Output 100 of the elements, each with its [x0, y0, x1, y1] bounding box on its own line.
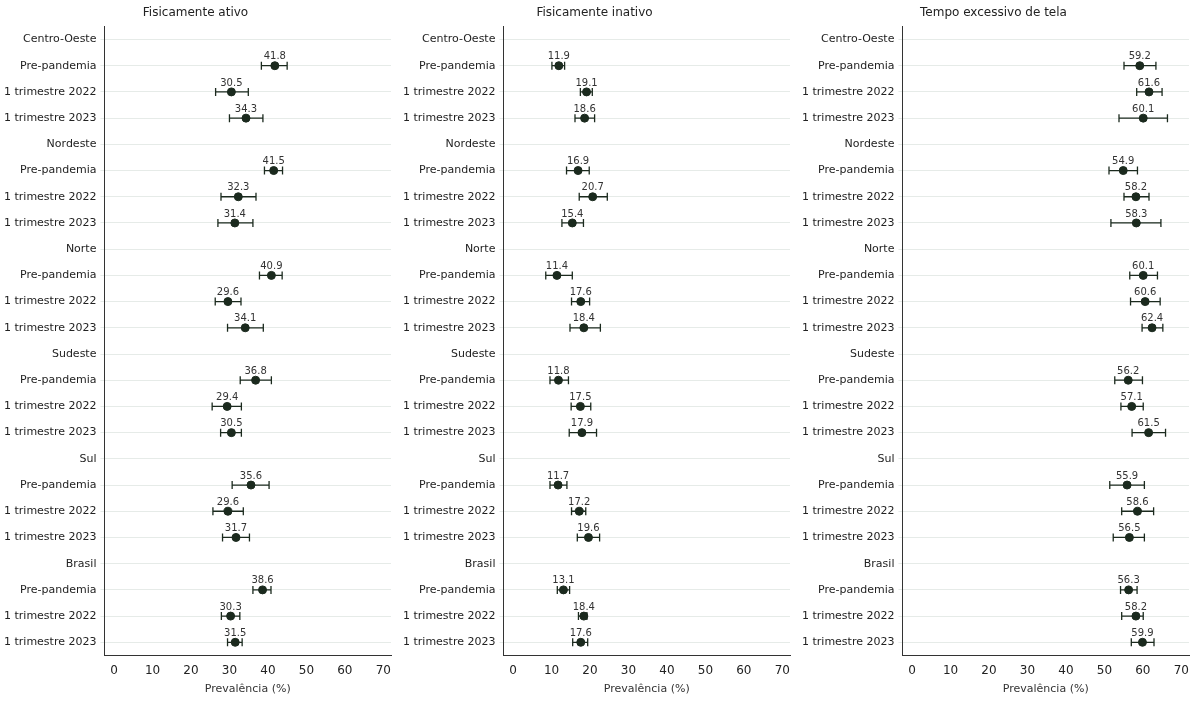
- point: [1131, 192, 1141, 202]
- y-tick-label: Centro-Oeste: [22, 32, 97, 46]
- point: [1135, 61, 1145, 71]
- data-label: 55.9: [1115, 469, 1139, 481]
- point: [1132, 506, 1142, 516]
- data-label: 56.3: [1117, 574, 1140, 586]
- data-label: 57.1: [1120, 391, 1143, 403]
- data-label: 29.6: [216, 286, 240, 298]
- y-tick-label: 1 trimestre 2022: [403, 608, 496, 622]
- data-label: 56.5: [1118, 522, 1141, 534]
- point: [575, 401, 585, 411]
- y-tick-label: Pre-pandemia: [818, 163, 895, 177]
- y-tick-label: 1 trimestre 2023: [802, 320, 895, 334]
- data-label: 41.5: [262, 155, 285, 167]
- x-axis-title: Prevalência (%): [603, 682, 690, 696]
- point: [1118, 166, 1128, 176]
- data-label: 61.6: [1137, 76, 1161, 88]
- y-tick-label: Pre-pandemia: [419, 582, 496, 596]
- x-tick-label: 70: [774, 662, 790, 677]
- chart-title: Fisicamente ativo: [142, 5, 249, 20]
- y-tick-label: Sudeste: [849, 346, 895, 360]
- x-tick-label: 30: [1019, 662, 1036, 677]
- data-label: 17.6: [569, 286, 592, 298]
- data-label: 13.1: [552, 574, 575, 586]
- chart-title: Tempo excessivo de tela: [919, 5, 1067, 20]
- y-tick-label: 1 trimestre 2023: [802, 215, 895, 229]
- y-tick-label: 1 trimestre 2023: [4, 215, 97, 229]
- y-tick-label: 1 trimestre 2023: [802, 110, 895, 124]
- y-tick-label: 1 trimestre 2023: [403, 110, 496, 124]
- data-label: 18.4: [572, 312, 595, 324]
- data-label: 62.4: [1140, 312, 1164, 324]
- point: [574, 506, 584, 516]
- y-tick-label: 1 trimestre 2022: [802, 294, 895, 308]
- y-tick-label: Pre-pandemia: [818, 58, 895, 72]
- data-label: 30.5: [220, 417, 243, 429]
- y-tick-label: 1 trimestre 2023: [403, 635, 496, 649]
- data-label: 36.8: [244, 364, 267, 376]
- point: [1144, 428, 1154, 438]
- y-tick-label: 1 trimestre 2022: [4, 189, 97, 203]
- y-tick-label: Norte: [65, 242, 97, 256]
- y-tick-label: Centro-Oeste: [820, 32, 895, 46]
- x-tick-label: 50: [1096, 662, 1113, 677]
- point: [1123, 375, 1133, 385]
- y-tick-label: 1 trimestre 2022: [802, 399, 895, 413]
- data-label: 34.1: [234, 312, 257, 324]
- y-tick-label: Pre-pandemia: [20, 58, 97, 72]
- chart-title: Fisicamente inativo: [536, 5, 653, 20]
- x-tick-label: 40: [659, 662, 675, 677]
- point: [1137, 637, 1147, 647]
- y-tick-label: Pre-pandemia: [419, 58, 496, 72]
- x-tick-label: 60: [1135, 662, 1151, 677]
- y-tick-label: 1 trimestre 2022: [403, 399, 496, 413]
- point: [270, 61, 280, 71]
- x-tick-label: 20: [981, 662, 997, 677]
- y-tick-label: Pre-pandemia: [818, 373, 895, 387]
- x-tick-label: 0: [908, 662, 916, 677]
- y-tick-label: 1 trimestre 2022: [802, 504, 895, 518]
- data-label: 19.1: [575, 76, 598, 88]
- data-label: 11.9: [547, 50, 570, 62]
- y-tick-label: Pre-pandemia: [419, 163, 496, 177]
- x-axis-title: Prevalência (%): [204, 682, 291, 696]
- y-tick-label: Sudeste: [450, 346, 496, 360]
- x-tick-label: 0: [110, 662, 118, 677]
- point: [576, 297, 586, 307]
- point: [588, 192, 598, 202]
- x-axis-title: Prevalência (%): [1002, 682, 1089, 696]
- data-label: 60.1: [1132, 102, 1155, 114]
- data-label: 18.6: [573, 102, 596, 114]
- data-label: 54.9: [1112, 155, 1135, 167]
- y-tick-label: 1 trimestre 2022: [802, 608, 895, 622]
- y-tick-label: 1 trimestre 2022: [403, 504, 496, 518]
- y-tick-label: 1 trimestre 2022: [403, 189, 496, 203]
- y-tick-label: Pre-pandemia: [818, 582, 895, 596]
- point: [222, 401, 232, 411]
- y-tick-label: 1 trimestre 2023: [4, 320, 97, 334]
- y-tick-label: Nordeste: [46, 137, 97, 151]
- y-tick-label: Sul: [478, 451, 496, 465]
- point: [553, 375, 563, 385]
- data-label: 15.4: [561, 207, 584, 219]
- point: [226, 428, 236, 438]
- y-tick-label: 1 trimestre 2022: [802, 84, 895, 98]
- y-tick-label: Pre-pandemia: [20, 582, 97, 596]
- point: [230, 637, 240, 647]
- x-tick-label: 10: [942, 662, 959, 677]
- data-label: 59.9: [1131, 626, 1154, 638]
- data-label: 60.1: [1132, 259, 1155, 271]
- y-tick-label: 1 trimestre 2023: [403, 320, 496, 334]
- point: [1147, 323, 1157, 333]
- point: [576, 637, 586, 647]
- x-tick-label: 20: [582, 662, 598, 677]
- y-tick-label: 1 trimestre 2023: [4, 425, 97, 439]
- y-tick-label: Sudeste: [51, 346, 97, 360]
- data-label: 18.4: [572, 600, 595, 612]
- data-label: 11.4: [545, 259, 569, 271]
- y-tick-label: Centro-Oeste: [421, 32, 496, 46]
- y-tick-label: Nordeste: [844, 137, 895, 151]
- point: [240, 323, 250, 333]
- y-tick-label: 1 trimestre 2022: [403, 84, 496, 98]
- data-label: 29.4: [216, 391, 239, 403]
- data-label: 35.6: [239, 469, 263, 481]
